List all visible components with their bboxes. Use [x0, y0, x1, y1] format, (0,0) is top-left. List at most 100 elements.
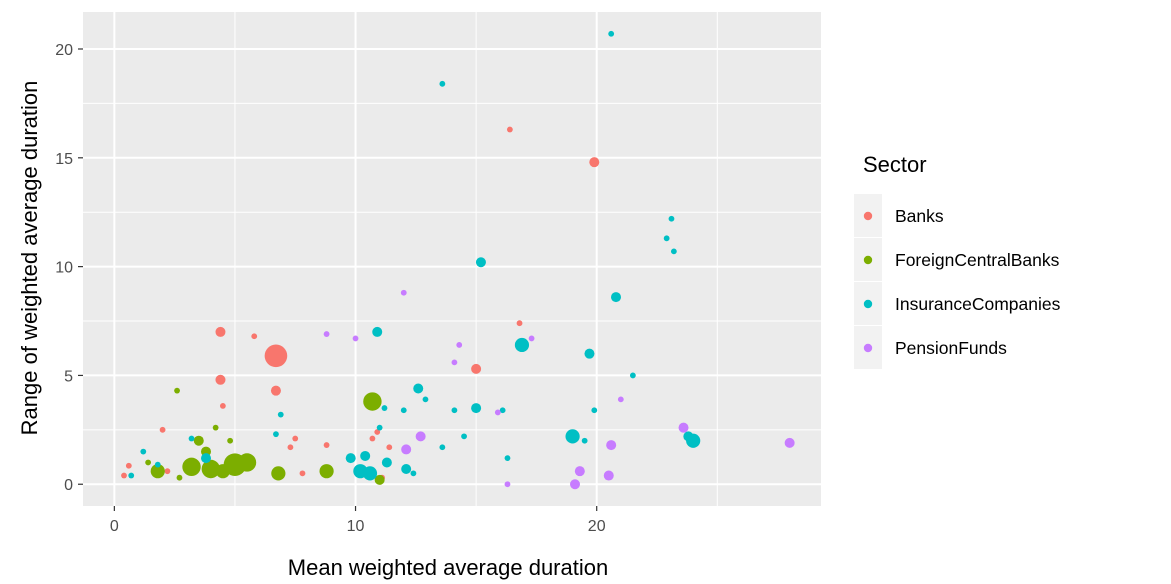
x-axis-title: Mean weighted average duration	[288, 555, 608, 580]
x-tick-label: 10	[347, 518, 365, 535]
data-point	[504, 481, 511, 488]
data-point	[362, 466, 378, 481]
data-point	[372, 326, 383, 337]
data-point	[277, 411, 284, 418]
y-tick-label: 15	[55, 151, 73, 168]
data-point	[299, 470, 306, 477]
legend: Sector Banks ForeignCentralBanks Insurance…	[854, 152, 1061, 369]
data-point	[386, 444, 393, 451]
data-point	[381, 457, 392, 468]
data-point	[381, 405, 388, 411]
data-point	[565, 429, 580, 444]
data-point	[678, 422, 689, 433]
data-point	[215, 464, 230, 479]
data-point	[499, 407, 506, 414]
data-point	[323, 442, 330, 448]
data-point	[237, 453, 257, 472]
plot-panel	[83, 12, 821, 506]
data-point	[287, 444, 294, 451]
data-point	[784, 437, 795, 448]
data-point	[451, 359, 458, 366]
data-point	[182, 457, 201, 477]
data-point	[264, 344, 288, 368]
data-point	[611, 292, 621, 303]
data-point	[629, 372, 636, 379]
data-point	[176, 474, 183, 481]
data-point	[528, 335, 535, 342]
legend-label: PensionFunds	[895, 338, 1007, 358]
series-pensionfunds	[323, 289, 795, 490]
data-point	[121, 472, 127, 479]
data-point	[352, 335, 359, 342]
data-point	[219, 402, 226, 409]
data-point	[683, 431, 694, 442]
data-point	[471, 363, 482, 374]
legend-key-dot	[863, 343, 873, 353]
data-point	[439, 444, 446, 451]
data-point	[400, 289, 407, 296]
data-point	[154, 461, 161, 468]
data-point	[369, 435, 376, 442]
data-points	[121, 30, 795, 490]
data-point	[401, 444, 412, 455]
data-point	[589, 157, 600, 168]
data-point	[584, 348, 595, 359]
data-point	[606, 440, 617, 451]
data-point	[422, 396, 429, 403]
x-tick-label: 0	[110, 518, 119, 535]
legend-key-dot	[863, 211, 873, 221]
data-point	[374, 429, 381, 435]
data-point	[617, 396, 624, 403]
data-point	[663, 235, 670, 242]
data-point	[174, 387, 180, 394]
data-point	[188, 435, 195, 442]
legend-label: Banks	[895, 206, 944, 226]
data-point	[193, 435, 204, 446]
series-insurancecompanies	[128, 30, 701, 481]
data-point	[323, 331, 330, 337]
data-point	[506, 126, 513, 133]
data-point	[400, 407, 407, 414]
data-point	[574, 466, 585, 477]
data-point	[504, 455, 511, 462]
data-point	[591, 407, 598, 414]
legend-key-dot	[863, 255, 873, 265]
data-point	[212, 424, 219, 431]
data-point	[128, 472, 135, 479]
data-point	[376, 424, 383, 431]
data-point	[475, 257, 486, 268]
data-point	[413, 383, 424, 394]
data-point	[603, 470, 614, 481]
data-point	[150, 464, 165, 479]
data-point	[461, 433, 467, 440]
y-tick-label: 0	[64, 477, 73, 494]
legend-label: InsuranceCompanies	[895, 294, 1061, 314]
data-point	[345, 453, 356, 464]
data-point	[668, 215, 675, 222]
data-point	[410, 470, 417, 477]
data-point	[125, 462, 132, 469]
data-point	[581, 437, 588, 444]
legend-label: ForeignCentralBanks	[895, 250, 1060, 270]
panel-background	[83, 12, 821, 506]
data-point	[360, 450, 371, 461]
y-axis-title: Range of weighted average duration	[17, 81, 42, 436]
data-point	[164, 468, 171, 475]
data-point	[227, 437, 234, 444]
data-point	[145, 459, 152, 466]
data-point	[494, 409, 501, 416]
data-point	[471, 403, 482, 414]
data-point	[363, 392, 382, 411]
axes: 0 10 20 0 5 10 15 20	[55, 42, 606, 535]
data-point	[215, 326, 226, 337]
x-tick-label: 20	[588, 518, 606, 535]
data-point	[273, 431, 279, 438]
data-point	[159, 426, 166, 433]
data-point	[319, 464, 334, 479]
data-point	[201, 459, 221, 479]
data-point	[516, 320, 523, 327]
data-point	[451, 407, 458, 414]
data-point	[456, 342, 463, 348]
legend-title: Sector	[863, 152, 927, 177]
data-point	[415, 431, 426, 442]
